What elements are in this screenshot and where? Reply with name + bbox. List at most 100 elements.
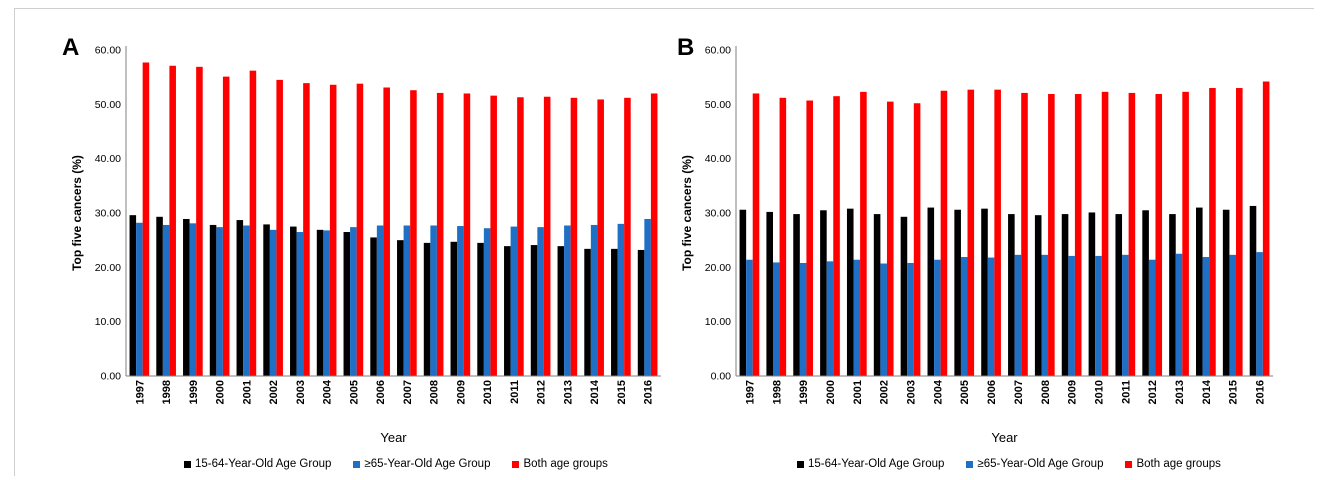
x-tick-label: 2011 [1120, 380, 1132, 404]
bar-15-64 [504, 246, 511, 376]
x-axis-title: Year [991, 430, 1018, 445]
bar-15-64 [1249, 205, 1257, 376]
x-tick-label: 1999 [188, 380, 200, 404]
bar-both [463, 93, 471, 376]
bar-65-plus [880, 263, 887, 376]
bar-65-plus [376, 225, 384, 376]
bar-15-64 [1008, 214, 1015, 376]
bar-65-plus [960, 257, 968, 376]
bar-15-64 [263, 224, 270, 376]
bar-both [967, 89, 975, 376]
y-tick-label: 40.00 [95, 153, 121, 165]
bar-15-64 [290, 226, 297, 376]
bar-chart-b: 0.00 10.00 20.00 30.00 40.00 50.00 60.00 1997 19… [680, 45, 1273, 445]
bar-both [249, 70, 257, 377]
x-tick-label: 2004 [322, 379, 334, 404]
legend-item-65-plus: ≥65-Year-Old Age Group [353, 458, 490, 470]
bar-both [1128, 92, 1136, 377]
bar-both [913, 103, 921, 376]
bar-65-plus [269, 229, 277, 376]
x-tick-label: 2003 [906, 380, 918, 404]
legend-swatch-15-64 [184, 460, 191, 468]
bar-15-64 [1088, 212, 1096, 376]
x-tick-label: 2002 [268, 380, 280, 404]
bar-15-64 [954, 209, 961, 376]
bar-both [196, 66, 203, 376]
bar-15-64 [183, 218, 190, 376]
bar-both [1048, 94, 1055, 376]
y-axis-title: Top five cancers (%) [680, 155, 694, 271]
chart-panel-b: B 0.00 10.00 20.00 30.00 40.00 50.00 60.00 1997… [661, 0, 1322, 480]
x-tick-label: 2010 [482, 380, 494, 404]
bar-both [142, 62, 150, 376]
bar-65-plus [323, 230, 330, 376]
legend-swatch-65-plus [353, 460, 361, 468]
y-tick-label: 30.00 [705, 208, 731, 220]
bar-both [1182, 91, 1189, 376]
legend-label-15-64: 15-64-Year-Old Age Group [808, 458, 945, 470]
legend-swatch-15-64 [797, 460, 804, 468]
bar-15-64 [981, 208, 988, 376]
bar-15-64 [846, 208, 854, 376]
bar-15-64 [477, 242, 484, 376]
bar-both [169, 65, 176, 376]
legend-item-15-64: 15-64-Year-Old Age Group [797, 458, 944, 470]
bar-both [650, 93, 658, 376]
legend-label-15-64: 15-64-Year-Old Age Group [195, 458, 332, 470]
bar-15-64 [584, 248, 591, 376]
legend-b: 15-64-Year-Old Age Group ≥65-Year-Old Ag… [797, 458, 1243, 470]
x-tick-label: 2016 [643, 380, 655, 404]
x-tick-label: 2015 [616, 380, 628, 404]
x-tick-label: 2006 [986, 380, 998, 404]
bar-15-64 [209, 224, 217, 376]
bar-both [570, 97, 578, 376]
bar-both [752, 93, 760, 376]
legend-label-65-plus: ≥65-Year-Old Age Group [977, 458, 1104, 470]
y-tick-label: 0.00 [101, 371, 122, 383]
bar-65-plus [934, 259, 941, 376]
bar-both [806, 100, 813, 376]
bar-65-plus [162, 224, 170, 376]
x-tick-label: 2013 [562, 380, 574, 404]
bar-both [597, 99, 604, 376]
bar-65-plus [826, 261, 834, 376]
x-tick-label: 2006 [375, 380, 387, 404]
chart-panel-a: A 0.00 10.00 20.00 30.00 40.00 50.00 60.00 1997… [62, 34, 661, 470]
y-tick-label: 10.00 [95, 316, 121, 328]
x-tick-label: 2016 [1255, 380, 1267, 404]
bar-65-plus [617, 223, 625, 376]
bar-15-64 [793, 214, 800, 376]
bar-chart-a: 0.00 10.00 20.00 30.00 40.00 50.00 60.00 1997 19… [70, 45, 661, 445]
bar-15-64 [1142, 210, 1149, 376]
x-tick-label: 1997 [744, 380, 756, 404]
bar-both [1262, 81, 1270, 376]
bar-65-plus [987, 257, 995, 376]
bar-both [1155, 94, 1163, 376]
y-tick-label: 40.00 [705, 153, 731, 165]
bar-15-64 [129, 215, 137, 376]
bar-both [833, 96, 840, 377]
x-tick-label: 1997 [134, 380, 146, 404]
x-tick-label: 2005 [348, 380, 360, 404]
y-tick-label: 0.00 [711, 371, 732, 383]
bar-both [1074, 94, 1082, 376]
x-tick-label: 2011 [509, 380, 521, 404]
bar-65-plus [403, 225, 411, 376]
y-tick-label: 20.00 [95, 262, 121, 274]
bar-15-64 [1196, 207, 1203, 376]
bar-both [276, 79, 283, 376]
figure-frame [14, 8, 1314, 476]
x-tick-label: 2005 [959, 380, 971, 404]
bar-both [1236, 88, 1243, 376]
bar-65-plus [510, 226, 518, 376]
bar-15-64 [739, 209, 747, 376]
y-tick-label: 60.00 [95, 45, 121, 57]
bar-65-plus [799, 262, 807, 376]
bar-65-plus [483, 228, 491, 376]
bar-65-plus [1122, 254, 1129, 376]
bar-both [383, 87, 390, 377]
bar-15-64 [557, 246, 565, 376]
bar-15-64 [370, 237, 377, 376]
bar-15-64 [530, 245, 538, 376]
legend-a: 15-64-Year-Old Age Group ≥65-Year-Old Ag… [184, 458, 630, 470]
